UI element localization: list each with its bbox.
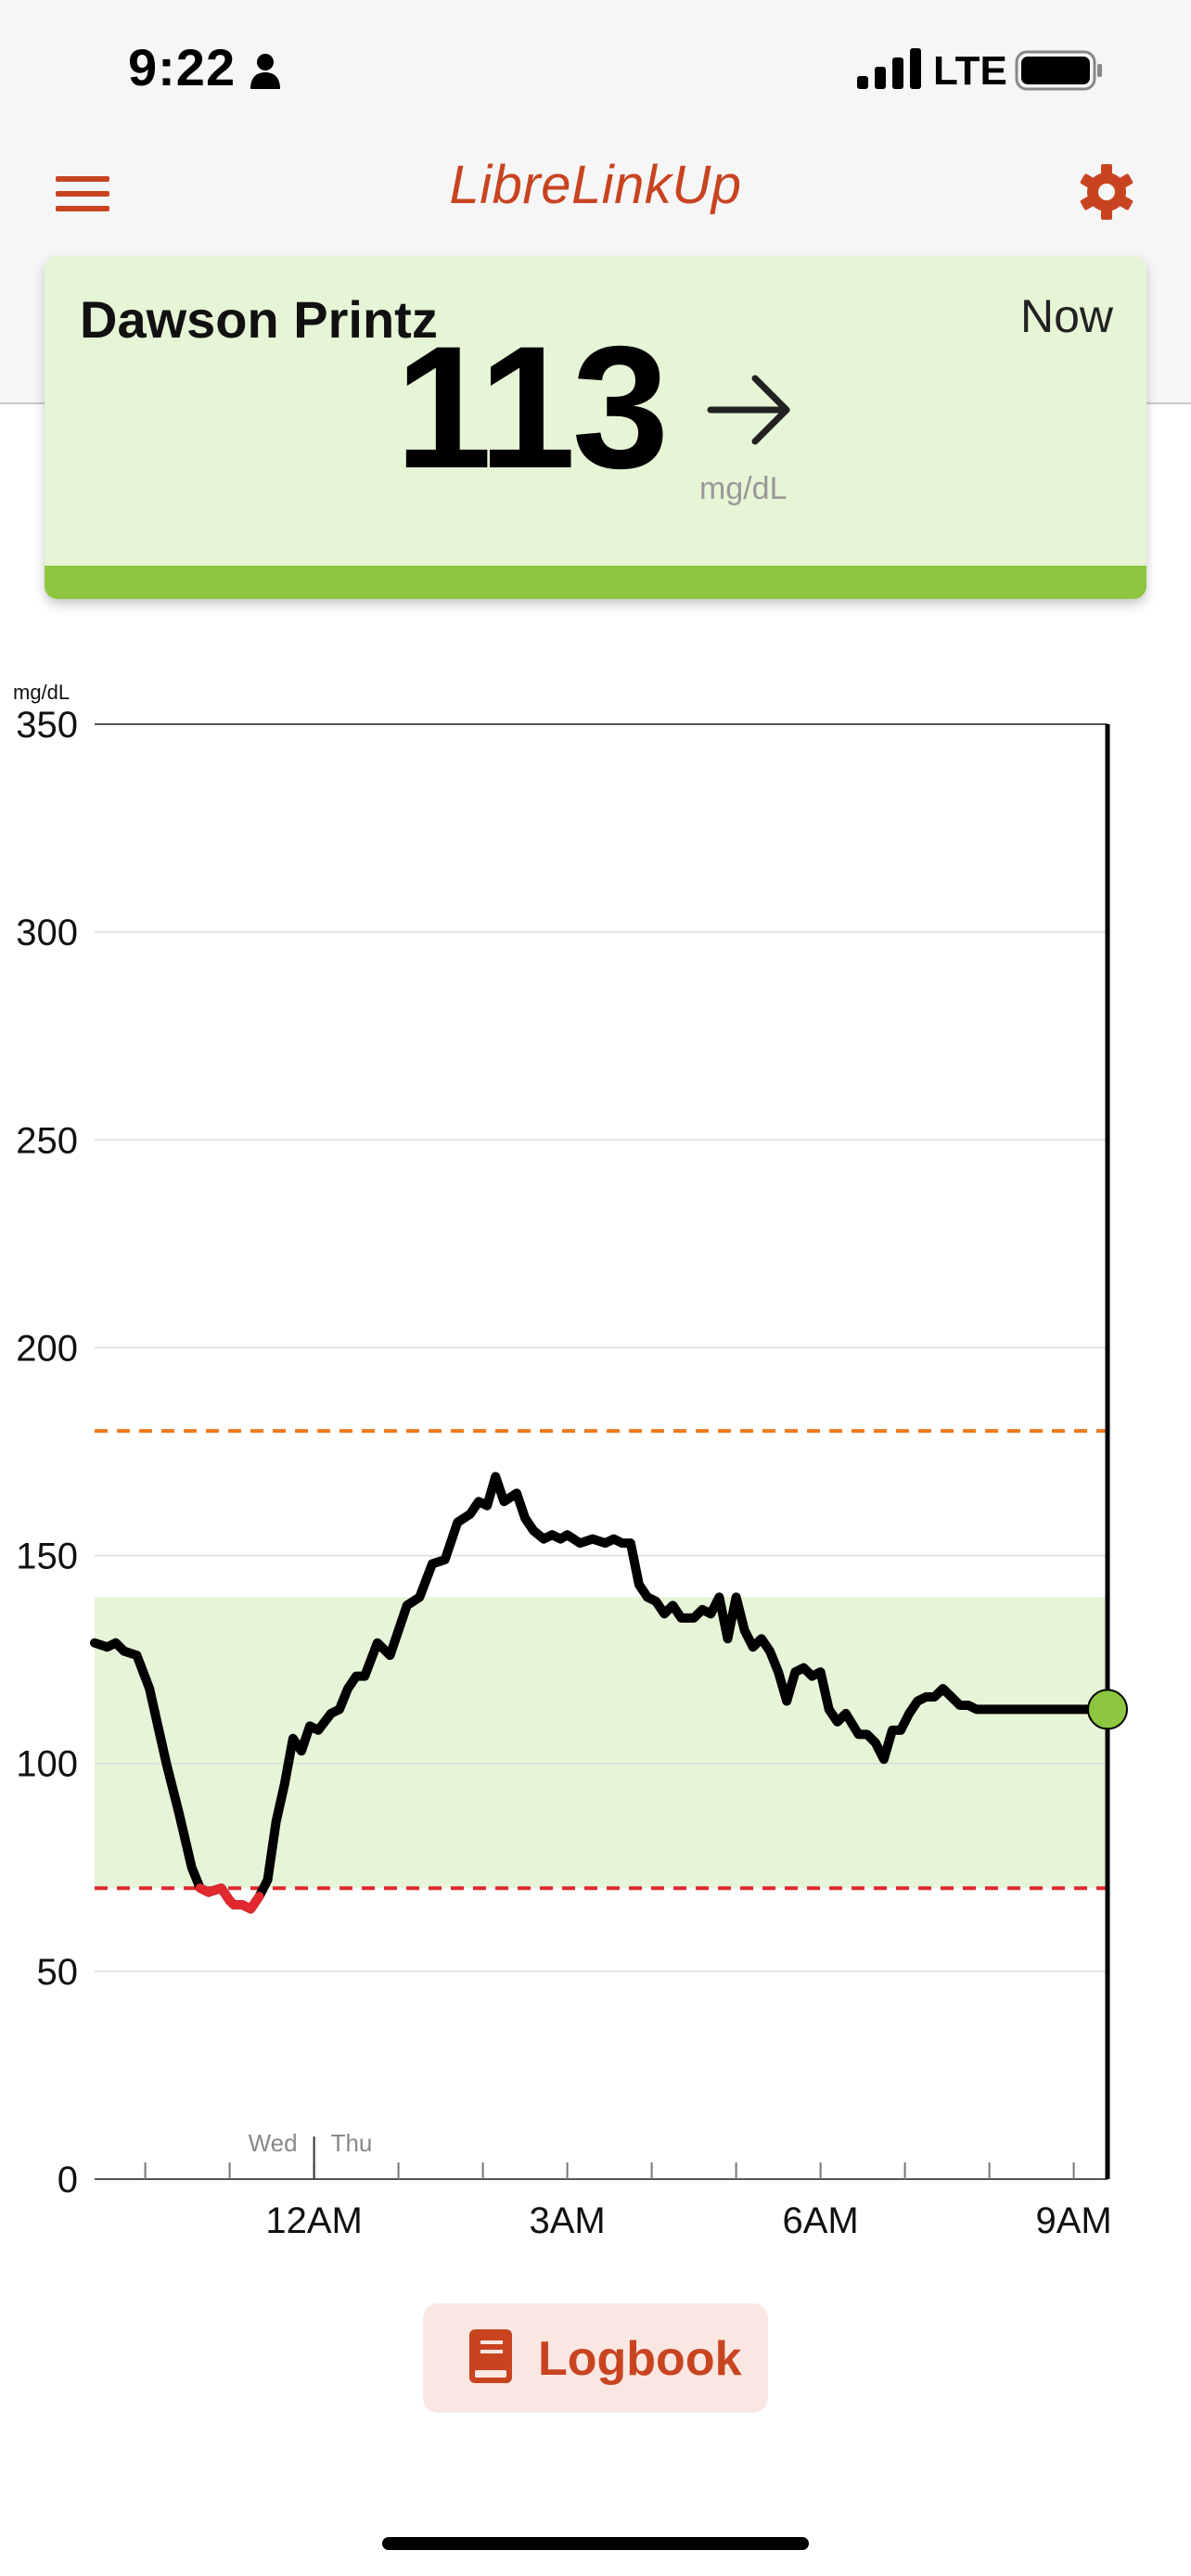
y-tick-label: 0 bbox=[58, 2160, 78, 2200]
glucose-unit: mg/dL bbox=[699, 471, 788, 506]
glucose-line bbox=[90, 1472, 1095, 1914]
x-tick-label: 6AM bbox=[782, 2200, 858, 2241]
status-time: 9:22 bbox=[128, 38, 237, 96]
y-tick-label: 350 bbox=[16, 705, 78, 746]
day-label: Thu bbox=[331, 2129, 373, 2157]
x-tick-label: 9AM bbox=[1035, 2200, 1111, 2241]
hamburger-menu-icon[interactable] bbox=[56, 172, 111, 215]
y-tick-label: 100 bbox=[16, 1744, 78, 1785]
target-range-band bbox=[95, 1597, 1108, 1889]
reading-card[interactable]: Dawson Printz Now 113 mg/dL bbox=[45, 256, 1146, 599]
status-bar: 9:22 LTE bbox=[0, 0, 1191, 148]
battery-icon bbox=[1015, 50, 1102, 91]
day-label: Wed bbox=[249, 2129, 298, 2157]
book-icon bbox=[469, 2329, 512, 2383]
y-tick-label: 150 bbox=[16, 1537, 78, 1577]
glucose-value: 113 bbox=[395, 310, 669, 504]
current-reading-dot bbox=[1087, 1689, 1128, 1730]
arrow-right-icon bbox=[707, 375, 790, 445]
person-icon bbox=[250, 54, 280, 89]
patient-name: Dawson Printz bbox=[80, 290, 438, 349]
y-tick-label: 300 bbox=[16, 912, 78, 953]
y-axis-label: mg/dL bbox=[13, 681, 70, 704]
signal-icon bbox=[857, 48, 921, 89]
reading-time: Now bbox=[1019, 290, 1113, 342]
status-color-bar bbox=[45, 566, 1146, 599]
logbook-button[interactable]: Logbook bbox=[423, 2303, 768, 2413]
home-indicator bbox=[382, 2537, 809, 2550]
network-label: LTE bbox=[933, 48, 1007, 94]
y-tick-label: 200 bbox=[16, 1328, 78, 1369]
y-tick-label: 50 bbox=[37, 1952, 79, 1993]
app-title: LibreLinkUp bbox=[449, 155, 742, 215]
gear-icon[interactable] bbox=[1078, 163, 1135, 221]
y-tick-label: 250 bbox=[16, 1120, 78, 1161]
low-glucose-segment bbox=[195, 1883, 264, 1914]
logbook-label: Logbook bbox=[538, 2332, 742, 2386]
x-tick-label: 12AM bbox=[265, 2200, 363, 2241]
x-tick-label: 3AM bbox=[529, 2200, 605, 2241]
